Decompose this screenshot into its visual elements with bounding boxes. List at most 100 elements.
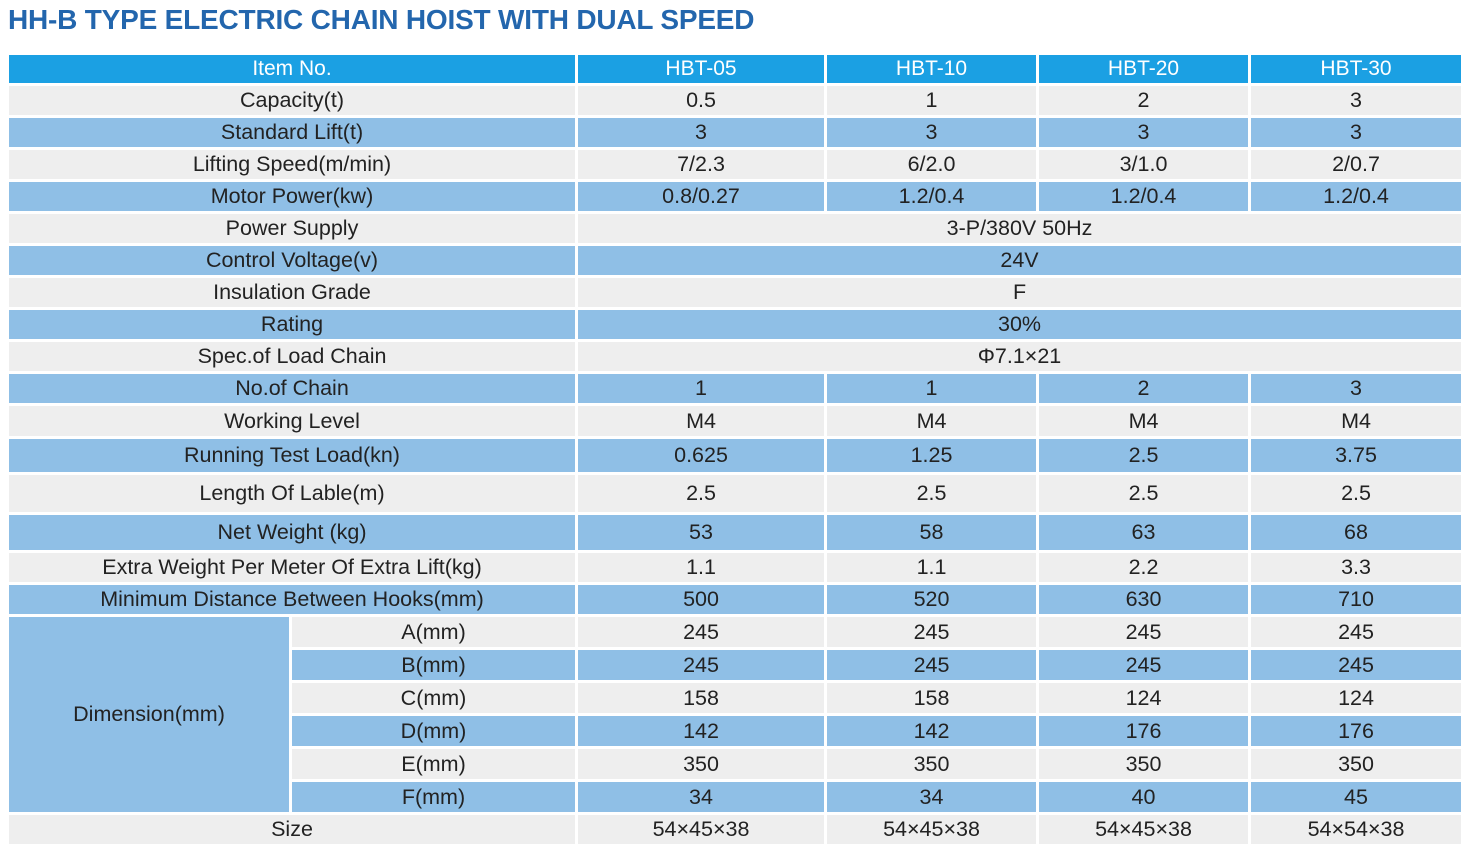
cell-value: 1 (827, 374, 1037, 403)
table-row: E(mm) 350 350 350 350 (9, 749, 1462, 779)
table-row: Standard Lift(t) 3 3 3 3 (9, 118, 1462, 147)
row-label: Power Supply (9, 214, 576, 243)
cell-value: 0.8/0.27 (578, 182, 825, 211)
cell-value-merged: 30% (578, 310, 1462, 339)
table-row: Capacity(t) 0.5 1 2 3 (9, 86, 1462, 115)
cell-value: 2.5 (1251, 475, 1462, 512)
cell-value: M4 (827, 406, 1037, 436)
row-label: No.of Chain (9, 374, 576, 403)
table-row: Rating 30% (9, 310, 1462, 339)
table-row: Power Supply 3-P/380V 50Hz (9, 214, 1462, 243)
table-row: D(mm) 142 142 176 176 (9, 716, 1462, 746)
row-label: Rating (9, 310, 576, 339)
cell-value: 1 (578, 374, 825, 403)
table-row: Lifting Speed(m/min) 7/2.3 6/2.0 3/1.0 2… (9, 150, 1462, 179)
row-label: C(mm) (292, 683, 576, 713)
cell-value: 0.625 (578, 439, 825, 472)
cell-value: 54×54×38 (1251, 815, 1462, 844)
table-row: Minimum Distance Between Hooks(mm) 500 5… (9, 585, 1462, 614)
cell-value: 158 (578, 683, 825, 713)
cell-value: 350 (827, 749, 1037, 779)
cell-value: 3/1.0 (1039, 150, 1249, 179)
cell-value: 245 (1039, 617, 1249, 647)
cell-value: 124 (1251, 683, 1462, 713)
cell-value: 3 (1251, 118, 1462, 147)
cell-value: 350 (1039, 749, 1249, 779)
cell-value: 245 (578, 617, 825, 647)
cell-value: 176 (1251, 716, 1462, 746)
table-row: No.of Chain 1 1 2 3 (9, 374, 1462, 403)
cell-value: 245 (1251, 650, 1462, 680)
row-label: Insulation Grade (9, 278, 576, 307)
cell-value-merged: 3-P/380V 50Hz (578, 214, 1462, 243)
cell-value: 0.5 (578, 86, 825, 115)
cell-value: 3 (827, 118, 1037, 147)
cell-value: 142 (827, 716, 1037, 746)
cell-value: 2 (1039, 86, 1249, 115)
table-row: Length Of Lable(m) 2.5 2.5 2.5 2.5 (9, 475, 1462, 512)
spec-table: Item No. HBT-05 HBT-10 HBT-20 HBT-30 Cap… (6, 52, 1464, 847)
row-label: Length Of Lable(m) (9, 475, 576, 512)
cell-value: 245 (1039, 650, 1249, 680)
cell-value: 3.3 (1251, 553, 1462, 582)
cell-value: 2.5 (578, 475, 825, 512)
cell-value: 1.25 (827, 439, 1037, 472)
row-label: Extra Weight Per Meter Of Extra Lift(kg) (9, 553, 576, 582)
cell-value: 500 (578, 585, 825, 614)
header-model: HBT-05 (578, 55, 825, 83)
cell-value: 350 (578, 749, 825, 779)
header-item-label: Item No. (9, 55, 576, 83)
header-model: HBT-30 (1251, 55, 1462, 83)
cell-value: 1 (827, 86, 1037, 115)
cell-value-merged: Φ7.1×21 (578, 342, 1462, 371)
table-row: B(mm) 245 245 245 245 (9, 650, 1462, 680)
cell-value-merged: F (578, 278, 1462, 307)
cell-value: 3 (1039, 118, 1249, 147)
row-label: F(mm) (292, 782, 576, 812)
cell-value: M4 (578, 406, 825, 436)
cell-value: 63 (1039, 515, 1249, 550)
cell-value: 124 (1039, 683, 1249, 713)
cell-value: 1.2/0.4 (1251, 182, 1462, 211)
cell-value: M4 (1251, 406, 1462, 436)
row-label: Net Weight (kg) (9, 515, 576, 550)
table-row: Spec.of Load Chain Φ7.1×21 (9, 342, 1462, 371)
cell-value: M4 (1039, 406, 1249, 436)
cell-value: 245 (1251, 617, 1462, 647)
cell-value: 40 (1039, 782, 1249, 812)
row-label: D(mm) (292, 716, 576, 746)
page-title: HH-B TYPE ELECTRIC CHAIN HOIST WITH DUAL… (8, 4, 755, 35)
row-label: Running Test Load(kn) (9, 439, 576, 472)
cell-value: 1.2/0.4 (1039, 182, 1249, 211)
cell-value: 58 (827, 515, 1037, 550)
cell-value: 2 (1039, 374, 1249, 403)
header-model: HBT-10 (827, 55, 1037, 83)
cell-value: 6/2.0 (827, 150, 1037, 179)
table-row: Motor Power(kw) 0.8/0.27 1.2/0.4 1.2/0.4… (9, 182, 1462, 211)
row-label: Capacity(t) (9, 86, 576, 115)
row-label: Minimum Distance Between Hooks(mm) (9, 585, 576, 614)
cell-value: 3 (1251, 86, 1462, 115)
row-label: E(mm) (292, 749, 576, 779)
cell-value: 142 (578, 716, 825, 746)
table-row: Control Voltage(v) 24V (9, 246, 1462, 275)
row-label: Working Level (9, 406, 576, 436)
row-label: A(mm) (292, 617, 576, 647)
table-row: Extra Weight Per Meter Of Extra Lift(kg)… (9, 553, 1462, 582)
cell-value: 3 (1251, 374, 1462, 403)
cell-value: 45 (1251, 782, 1462, 812)
table-row: Insulation Grade F (9, 278, 1462, 307)
table-row: Size 54×45×38 54×45×38 54×45×38 54×54×38 (9, 815, 1462, 844)
cell-value: 630 (1039, 585, 1249, 614)
cell-value: 710 (1251, 585, 1462, 614)
cell-value: 34 (827, 782, 1037, 812)
cell-value-merged: 24V (578, 246, 1462, 275)
cell-value: 2.5 (1039, 475, 1249, 512)
cell-value: 2.2 (1039, 553, 1249, 582)
cell-value: 245 (827, 650, 1037, 680)
cell-value: 350 (1251, 749, 1462, 779)
cell-value: 54×45×38 (1039, 815, 1249, 844)
cell-value: 34 (578, 782, 825, 812)
cell-value: 2.5 (1039, 439, 1249, 472)
cell-value: 245 (578, 650, 825, 680)
